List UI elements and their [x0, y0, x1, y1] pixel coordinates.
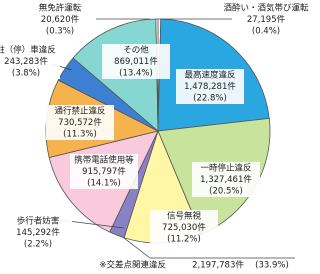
note: (33.9%): [255, 261, 289, 271]
count-label: 145,292件: [16, 227, 60, 238]
note: ※交差点関連違反: [99, 260, 166, 271]
count-label: 243,283件: [4, 56, 48, 67]
label-box: [0, 44, 60, 79]
percent-label: (0.4%): [252, 27, 280, 37]
slice-label: 酒酔い・酒気帯び運転: [223, 3, 309, 14]
count-label: 869,011件: [114, 56, 158, 67]
percent-label: (0.3%): [46, 27, 74, 37]
label-box: [192, 162, 260, 197]
count-label: 730,572件: [58, 117, 102, 128]
slice-label: 最高速度違反: [184, 70, 235, 81]
percent-label: (11.3%): [63, 130, 97, 140]
percent-label: (22.8%): [193, 94, 227, 104]
label-box: [4, 215, 72, 250]
label-box: [232, 2, 300, 37]
slice-label: 歩行者妨害: [17, 216, 60, 227]
slice-label: 一時停止違反: [200, 163, 251, 174]
percent-label: (3.8%): [12, 69, 40, 79]
label-box: [26, 2, 94, 37]
slice-label: 携帯電話使用等: [74, 155, 134, 166]
label-box: [150, 210, 218, 245]
slice-label: 信号無視: [167, 211, 202, 222]
percent-label: (14.1%): [87, 179, 121, 189]
count-label: 1,478,281件: [184, 81, 236, 92]
label-box: [70, 154, 138, 189]
percent-label: (20.5%): [209, 187, 243, 197]
count-label: 725,030件: [162, 222, 206, 233]
chart: ※交差点関連違反 2,197,783件 (33.9%) 酒酔い・酒気帯び運転27…: [0, 2, 309, 271]
percent-label: (13.4%): [119, 69, 153, 79]
note: 2,197,783件: [192, 260, 244, 271]
slice-label: 通行禁止違反: [54, 106, 105, 117]
count-label: 915,797件: [82, 166, 126, 177]
count-label: 1,327,461件: [200, 174, 252, 185]
slice-label: その他: [123, 45, 149, 56]
slice-label: 無免許運転: [39, 3, 82, 14]
note-bracket: [119, 234, 295, 259]
percent-label: (2.2%): [24, 240, 52, 250]
count-label: 20,620件: [41, 14, 80, 25]
percent-label: (11.2%): [167, 235, 201, 245]
label-box: [46, 105, 114, 140]
label-box: [102, 44, 170, 79]
count-label: 27,195件: [247, 14, 286, 25]
slice-label: 駐（停）車違反: [0, 45, 56, 56]
label-box: [176, 69, 244, 104]
